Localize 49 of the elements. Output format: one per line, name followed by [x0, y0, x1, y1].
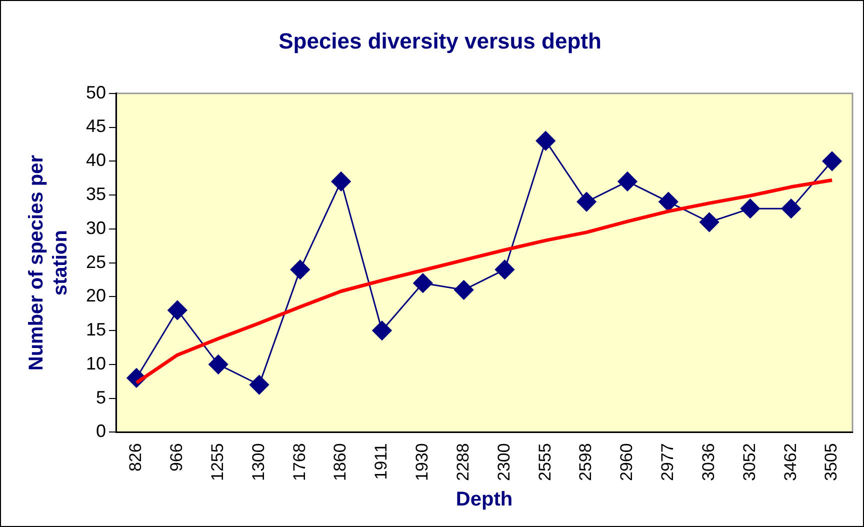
x-tick-label: 2288 [453, 443, 472, 482]
point [249, 375, 269, 394]
point [208, 354, 228, 374]
x-tick-label: 2960 [617, 443, 636, 482]
x-tick-label: 1255 [208, 443, 227, 482]
y-tick-label: 45 [86, 116, 106, 136]
x-tick-label: 1930 [412, 443, 432, 482]
x-tick-label: 3462 [780, 443, 800, 482]
x-tick-label: 826 [126, 443, 146, 472]
x-tick-label: 2555 [535, 443, 554, 482]
x-tick-label: 2598 [576, 443, 596, 482]
y-tick-label: 5 [96, 387, 106, 408]
x-tick-label: 1911 [372, 443, 391, 480]
point [618, 172, 638, 192]
point [536, 131, 556, 151]
x-tick-label: 3052 [740, 443, 759, 482]
x-tick-label: 1300 [248, 443, 268, 482]
point [494, 260, 514, 280]
point [576, 192, 596, 212]
x-tick-label: 966 [167, 443, 186, 472]
y-tick-label: 20 [86, 286, 106, 306]
point [781, 198, 801, 218]
y-tick-label: 35 [86, 184, 106, 204]
x-axis-title: Depth [456, 488, 513, 511]
y-axis-title: Number of species per station [26, 154, 72, 371]
point [658, 192, 678, 212]
point [372, 320, 392, 340]
y-tick-label: 0 [96, 421, 106, 442]
y-tick-label: 30 [86, 218, 106, 238]
chart-title: Species diversity versus depth [278, 28, 602, 54]
point [454, 280, 474, 300]
point [700, 212, 720, 232]
point [822, 151, 842, 171]
point [168, 300, 188, 320]
y-tick-label: 50 [86, 82, 106, 102]
x-tick-label: 1768 [290, 443, 309, 482]
y-tick-label: 10 [86, 353, 106, 374]
y-tick-label: 40 [86, 150, 106, 170]
x-tick-label: 1860 [330, 443, 350, 482]
x-tick-label: 3505 [822, 443, 841, 482]
x-tick-label: 2300 [494, 443, 514, 482]
y-tick-label: 15 [86, 320, 106, 340]
x-tick-label: 3036 [698, 443, 718, 482]
point [331, 172, 351, 192]
point [290, 260, 310, 280]
y-tick-label: 25 [86, 252, 106, 272]
point [740, 198, 760, 218]
x-tick-label: 2977 [658, 443, 678, 482]
point [413, 273, 433, 293]
